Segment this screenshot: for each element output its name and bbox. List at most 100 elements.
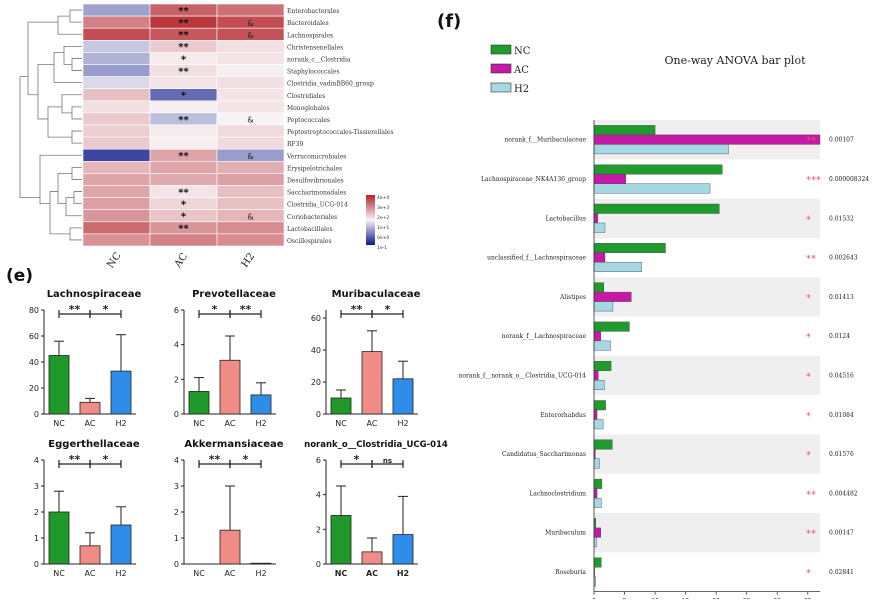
anova-bar [593, 557, 602, 568]
dendrogram-link [73, 191, 82, 205]
color-scale-label: 1e-1 [377, 245, 387, 251]
heatmap-cell [216, 185, 285, 198]
heatmap-cell [216, 173, 285, 186]
anova-bar [593, 144, 729, 155]
heatmap-sig-h2: & [247, 19, 253, 28]
heatmap-row-label: Clostridia_UCG-014 [287, 202, 348, 209]
heatmap-cell [82, 88, 151, 102]
anova-row-label: unclassified_f__Lachnospiraceae [487, 255, 586, 262]
anova-sig: * [806, 332, 811, 343]
dendrogram-link [69, 227, 82, 241]
anova-sig: * [806, 411, 811, 422]
anova-bar [593, 125, 656, 136]
heatmap-cell [82, 136, 151, 150]
legend-label: AC [513, 65, 529, 76]
bar [48, 511, 70, 565]
heatmap-row-label: Desulfovibrionales [287, 177, 344, 184]
anova-bar [593, 282, 604, 293]
dendrogram-link [53, 52, 82, 84]
heatmap-cell [82, 3, 151, 17]
y-tick-label: 4 [174, 341, 179, 350]
anova-p-value: 0.00147 [829, 530, 854, 537]
color-scale-label: 3e+3 [377, 205, 389, 211]
legend-swatch [490, 44, 512, 55]
anova-bar [593, 203, 720, 214]
y-tick-label: 1 [34, 534, 39, 543]
anova-bar [593, 291, 632, 302]
y-tick-label: 0 [316, 410, 321, 419]
anova-row-label: norank_f__Muribaculaceae [504, 137, 586, 144]
dendrogram-link [71, 166, 82, 180]
dendrogram-link [63, 45, 82, 65]
dendrogram-link [47, 106, 72, 138]
bar-panel-title: Muribaculaceae [332, 289, 421, 300]
heatmap-sig-ac: * [181, 200, 187, 211]
heatmap-cell [216, 221, 285, 235]
x-tick-label: AC [366, 569, 378, 578]
heatmap-cell [82, 233, 151, 247]
y-tick-label: 2 [174, 508, 179, 517]
heatmap-cell [82, 64, 151, 77]
x-tick-label: NC [335, 419, 347, 428]
significance-label: * [103, 453, 109, 466]
x-tick-label: H2 [115, 569, 126, 578]
heatmap-row-label: Saccharimonadales [287, 190, 346, 197]
anova-sig: * [806, 568, 811, 579]
heatmap-cell [82, 197, 151, 211]
bar [79, 545, 101, 565]
dendrogram-link [39, 154, 82, 205]
y-tick-label: 20 [311, 378, 321, 387]
y-tick-label: 6 [174, 306, 179, 315]
x-tick-label: AC [225, 569, 236, 578]
anova-bar [593, 331, 601, 342]
bar-panel-title: Lachnospiraceae [47, 289, 142, 300]
y-tick-label: 0 [174, 410, 179, 419]
heatmap-cell [82, 148, 151, 162]
y-tick-label: 1 [174, 534, 179, 543]
bar [188, 391, 210, 415]
anova-panel-f: One-way ANOVA bar plot NC AC H2 norank_f__Mu… [459, 44, 869, 603]
anova-bar [593, 213, 598, 224]
x-tick-label: H2 [255, 419, 266, 428]
color-scale-label: 1e+1 [377, 225, 389, 231]
legend-label: H2 [514, 84, 529, 95]
y-tick-label: 20 [29, 384, 39, 393]
anova-p-value: 0.002643 [829, 255, 858, 262]
bar [392, 534, 414, 565]
heatmap-row-label: Lachnospirales [287, 32, 333, 39]
dendrogram-link [71, 58, 82, 71]
dendrogram-link [37, 64, 54, 120]
heatmap-cell [216, 52, 285, 65]
heatmap-cell [82, 15, 151, 29]
heatmap-row-label: Peptococcales [287, 117, 330, 124]
heatmap-cell [149, 161, 218, 174]
heatmap-cell [216, 76, 285, 89]
anova-bar [593, 340, 611, 351]
anova-p-value: 0.01576 [829, 451, 854, 458]
x-tick-label: H2 [255, 569, 266, 578]
heatmap-cell [149, 100, 218, 114]
heatmap-sig-ac: ** [178, 6, 189, 17]
y-tick-label: 3 [34, 482, 39, 491]
x-tick-label: NC [53, 419, 65, 428]
heatmap-cell [82, 100, 151, 114]
significance-label: * [385, 303, 391, 316]
heatmap-sig-h2: & [247, 116, 253, 125]
bar [361, 551, 383, 565]
heatmap-panel: ** Enterobacterales** & Bacteroidales** & Lac… [19, 3, 394, 271]
dendrogram-link [19, 76, 40, 198]
y-tick-label: 60 [311, 314, 321, 323]
anova-bar [593, 439, 613, 450]
anova-bar [593, 243, 666, 254]
heatmap-sig-ac: ** [178, 115, 189, 126]
heatmap-cell [216, 3, 285, 17]
significance-label: * [354, 453, 360, 466]
anova-row-label: Lactobacillus [546, 215, 586, 222]
heatmap-sig-ac: * [181, 212, 187, 223]
dendrogram-link [57, 173, 72, 205]
anova-p-value: 0.01532 [829, 215, 854, 222]
anova-sig: * [806, 450, 811, 461]
x-tick-label: NC [193, 569, 205, 578]
heatmap-cell [216, 39, 285, 53]
